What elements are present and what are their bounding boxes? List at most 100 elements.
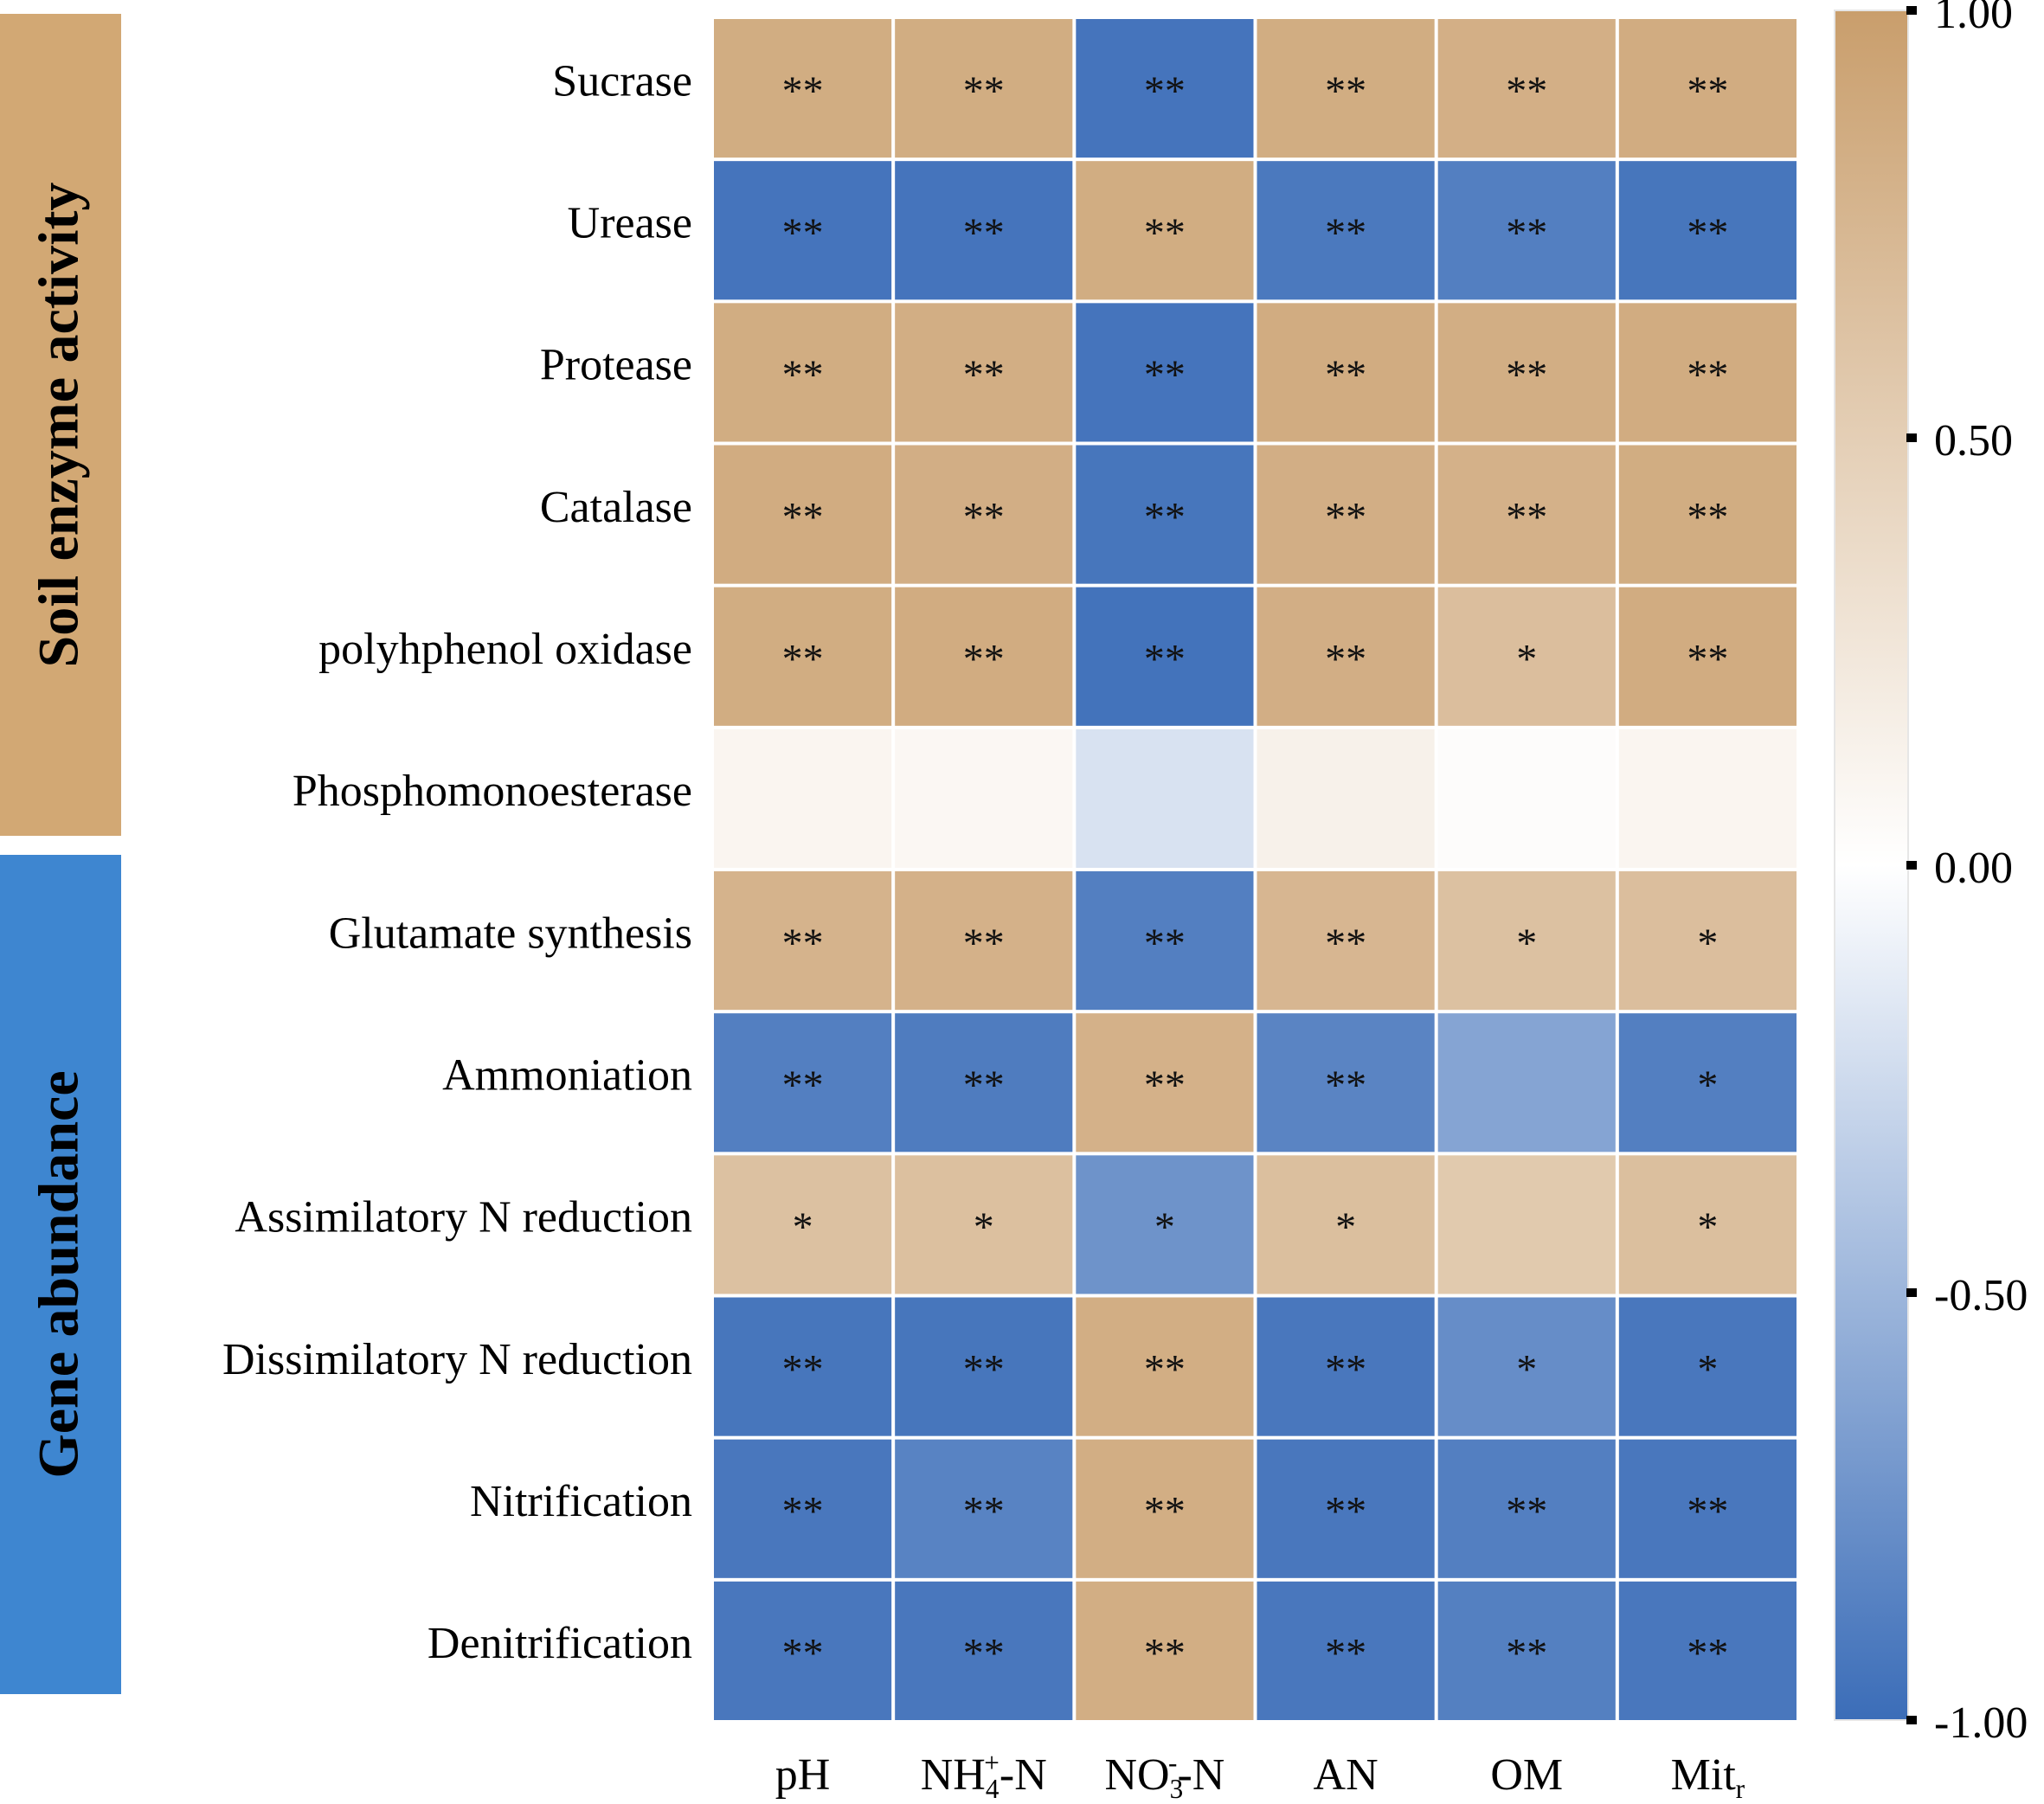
heatmap-cell [1076,303,1254,442]
heatmap-cell [1618,161,1797,300]
significance-mark: ** [963,352,1005,398]
heatmap-cell [1257,303,1435,442]
heatmap-cell [714,1297,892,1436]
heatmap-cell [714,587,892,726]
significance-marks: ** ** ** ** ** **** ** ** ** ** **** ** ** ** ** **** **… [782,68,1729,1677]
significance-mark: ** [1144,210,1186,256]
heatmap-cell [895,1439,1073,1578]
heatmap-cell [1076,1297,1254,1436]
heatmap-cell [714,303,892,442]
colorbar-tick [1906,861,1917,870]
heatmap-cell [1437,161,1616,300]
colorbar-tick [1906,1288,1917,1297]
significance-mark: * [1516,921,1537,966]
significance-mark: ** [1144,1631,1186,1677]
colorbar-tick [1906,6,1917,15]
colorbar-tick-label: 0.50 [1934,416,2013,465]
significance-mark: ** [1144,1346,1186,1392]
heatmap-cell [1076,19,1254,158]
heatmap-cell [1618,1297,1797,1436]
heatmap-cell [1437,303,1616,442]
significance-mark: * [1697,1062,1718,1108]
significance-mark: ** [1325,1346,1366,1392]
heatmap-cell [1076,871,1254,1011]
heatmap-cell [1437,1581,1616,1720]
significance-mark: ** [1687,352,1728,398]
significance-mark: ** [963,921,1005,966]
heatmap-cell [1618,587,1797,726]
row-label: Sucrase [552,56,692,106]
heatmap-cell [1257,587,1435,726]
significance-mark: ** [1144,637,1186,683]
heatmap-cell [714,1581,892,1720]
column-label: OM [1490,1750,1563,1800]
heatmap-cell [1076,587,1254,726]
significance-mark: ** [1325,1489,1366,1535]
heatmap-cell [895,303,1073,442]
heatmap-cell [1257,1581,1435,1720]
heatmap-cell [895,871,1073,1011]
significance-mark: ** [782,637,824,683]
heatmap-cell [1076,1439,1254,1578]
row-label: Glutamate synthesis [329,908,692,958]
heatmap-cell [714,19,892,158]
significance-mark: ** [963,1631,1005,1677]
heatmap-cell [1076,1155,1254,1294]
heatmap-cell [1437,587,1616,726]
heatmap-cell [1437,729,1616,868]
heatmap-cell [1618,1013,1797,1152]
heatmap-cells [714,19,1797,1720]
significance-mark: * [1697,921,1718,966]
significance-mark: ** [1325,1062,1366,1108]
row-label: Nitrification [470,1477,692,1526]
significance-mark: ** [1325,921,1366,966]
column-labels: pH NH4+-N NO3--N AN OM Mitr [775,1748,1745,1804]
colorbar-tick [1906,1716,1917,1724]
heatmap-cell [1437,19,1616,158]
significance-mark: ** [1506,1489,1547,1535]
significance-mark: ** [1144,1489,1186,1535]
heatmap-cell [1076,445,1254,584]
significance-mark: ** [1325,68,1366,114]
heatmap-cell [895,445,1073,584]
heatmap-cell [895,1581,1073,1720]
significance-mark: ** [1506,494,1547,540]
row-labels: Sucrase Urease Protease Catalase polyhphenol… [222,56,692,1668]
significance-mark: ** [1144,1062,1186,1108]
heatmap-cell [1076,1013,1254,1152]
heatmap-cell [1437,1439,1616,1578]
significance-mark: ** [782,352,824,398]
significance-mark: * [1335,1204,1356,1250]
significance-mark: * [1697,1346,1718,1392]
row-label: Denitrification [427,1619,692,1668]
significance-mark: ** [1687,494,1728,540]
heatmap-cell [714,445,892,584]
significance-mark: ** [782,1631,824,1677]
row-label: Catalase [540,483,692,532]
heatmap-cell [895,19,1073,158]
significance-mark: ** [1506,68,1547,114]
significance-mark: ** [963,1489,1005,1535]
column-label: NO3--N [1105,1748,1225,1804]
significance-mark: ** [782,210,824,256]
heatmap-cell [895,1013,1073,1152]
group-labels: Soil enzyme activity Gene abundance [0,14,121,1694]
heatmap-cell [1257,1013,1435,1152]
significance-mark: ** [963,68,1005,114]
significance-mark: ** [1325,494,1366,540]
significance-mark: ** [1687,1631,1728,1677]
heatmap-cell [1618,1155,1797,1294]
column-label: Mitr [1671,1750,1745,1804]
row-label: Ammoniation [442,1051,692,1101]
significance-mark: ** [1687,637,1728,683]
heatmap-cell [1437,1297,1616,1436]
row-label: polyhphenol oxidase [318,625,692,674]
group-band-1 [0,855,121,1694]
heatmap-cell [714,1013,892,1152]
group-label-0: Soil enzyme activity [28,183,91,668]
row-label: Phosphomonoesterase [292,767,692,816]
heatmap-cell [1618,871,1797,1011]
significance-mark: ** [782,494,824,540]
significance-mark: ** [1325,637,1366,683]
significance-mark: * [1154,1204,1175,1250]
